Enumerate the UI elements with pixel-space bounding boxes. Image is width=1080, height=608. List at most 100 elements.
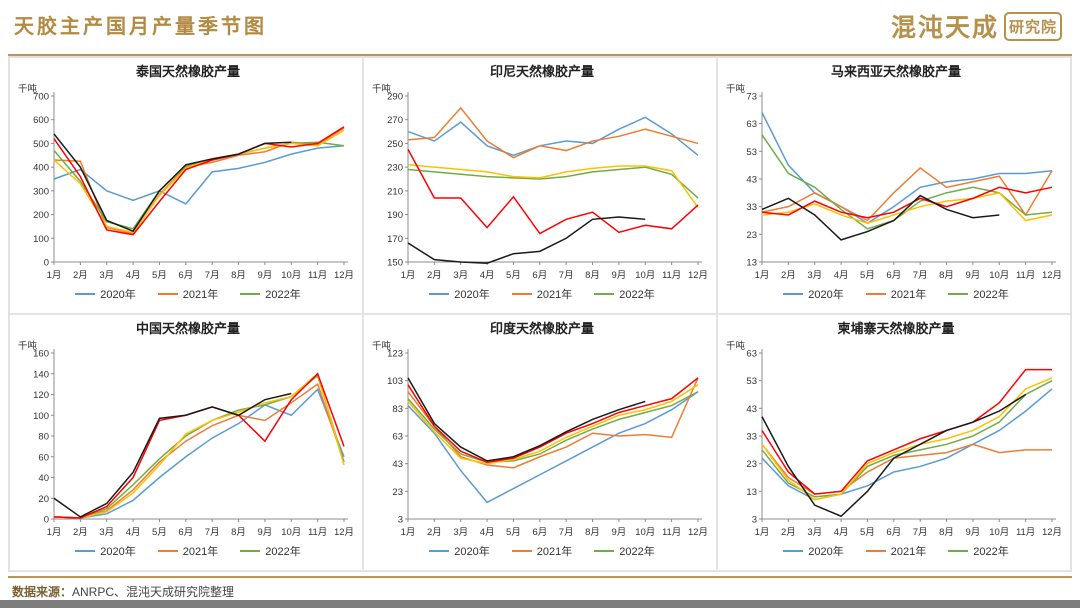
svg-text:3月: 3月 bbox=[453, 270, 468, 281]
svg-text:0: 0 bbox=[44, 515, 49, 526]
svg-text:4月: 4月 bbox=[126, 527, 141, 538]
svg-text:5月: 5月 bbox=[860, 270, 875, 281]
svg-text:3: 3 bbox=[398, 515, 403, 526]
svg-text:200: 200 bbox=[33, 210, 49, 221]
svg-text:11月: 11月 bbox=[662, 270, 681, 281]
svg-text:9月: 9月 bbox=[612, 270, 627, 281]
legend-item: 2022年 bbox=[948, 543, 1009, 559]
svg-text:43: 43 bbox=[746, 175, 757, 186]
svg-text:10月: 10月 bbox=[989, 527, 1009, 538]
svg-text:8月: 8月 bbox=[231, 270, 246, 281]
svg-text:6月: 6月 bbox=[532, 527, 547, 538]
svg-text:60: 60 bbox=[38, 452, 49, 463]
svg-text:80: 80 bbox=[38, 432, 49, 443]
svg-text:千吨: 千吨 bbox=[18, 340, 38, 352]
legend-item: 2020年 bbox=[429, 286, 490, 302]
svg-text:3月: 3月 bbox=[99, 527, 114, 538]
svg-text:20: 20 bbox=[38, 494, 49, 505]
svg-text:23: 23 bbox=[392, 487, 403, 498]
svg-text:3月: 3月 bbox=[807, 270, 822, 281]
svg-text:2月: 2月 bbox=[781, 270, 796, 281]
svg-text:210: 210 bbox=[387, 186, 403, 197]
svg-text:43: 43 bbox=[746, 404, 757, 415]
svg-text:500: 500 bbox=[33, 139, 49, 150]
svg-text:2月: 2月 bbox=[73, 527, 88, 538]
legend-item: 2021年 bbox=[511, 543, 572, 559]
svg-text:8月: 8月 bbox=[939, 270, 954, 281]
svg-text:83: 83 bbox=[392, 404, 403, 415]
svg-text:11月: 11月 bbox=[308, 270, 327, 281]
chart-title: 中国天然橡胶产量 bbox=[135, 321, 240, 336]
svg-text:11月: 11月 bbox=[1016, 527, 1035, 538]
svg-text:7月: 7月 bbox=[913, 270, 928, 281]
svg-text:150: 150 bbox=[387, 258, 403, 269]
svg-text:2月: 2月 bbox=[781, 527, 796, 538]
svg-text:12月: 12月 bbox=[334, 527, 354, 538]
svg-text:5月: 5月 bbox=[152, 527, 167, 538]
svg-text:4月: 4月 bbox=[834, 270, 849, 281]
chart-legend: 2020年 2021年 2022年 bbox=[16, 543, 360, 559]
svg-text:12月: 12月 bbox=[688, 270, 708, 281]
legend-item: 2021年 bbox=[157, 543, 218, 559]
svg-text:140: 140 bbox=[33, 369, 49, 380]
svg-text:53: 53 bbox=[746, 147, 757, 158]
svg-text:6月: 6月 bbox=[532, 270, 547, 281]
legend-item: 2020年 bbox=[429, 543, 490, 559]
svg-text:7月: 7月 bbox=[913, 527, 928, 538]
svg-text:8月: 8月 bbox=[231, 527, 246, 538]
svg-text:12月: 12月 bbox=[1042, 270, 1062, 281]
chart-legend: 2020年 2021年 2022年 bbox=[724, 543, 1068, 559]
chart-plot: 千吨 0 100 200 300 400 500 600 700 1月 2月 3月 4月 5月 6月 7月 8月… bbox=[16, 82, 360, 284]
svg-text:9月: 9月 bbox=[258, 527, 273, 538]
svg-text:1月: 1月 bbox=[47, 270, 62, 281]
svg-text:千吨: 千吨 bbox=[726, 83, 746, 95]
chart-plot: 千吨 3 13 23 33 43 53 63 1月 2月 3月 4月 5月 6月 7月 8月 9月 10月 11月 1… bbox=[724, 339, 1068, 541]
svg-text:73: 73 bbox=[746, 92, 757, 103]
svg-text:9月: 9月 bbox=[966, 270, 981, 281]
chart-panel-indonesia: 印尼天然橡胶产量 千吨 150 170 190 210 230 250 270 290 1月 2月 3… bbox=[363, 57, 717, 314]
svg-text:43: 43 bbox=[392, 459, 403, 470]
chart-panel-cambodia: 柬埔寨天然橡胶产量 千吨 3 13 23 33 43 53 63 1月 2月 3月 4月 5月 6月 7月 8… bbox=[717, 314, 1071, 571]
legend-item: 2022年 bbox=[240, 286, 301, 302]
svg-text:8月: 8月 bbox=[939, 527, 954, 538]
svg-text:4月: 4月 bbox=[480, 527, 495, 538]
legend-item: 2020年 bbox=[783, 543, 844, 559]
svg-text:10月: 10月 bbox=[281, 270, 301, 281]
svg-text:8月: 8月 bbox=[585, 527, 600, 538]
svg-text:5月: 5月 bbox=[506, 270, 521, 281]
svg-text:600: 600 bbox=[33, 115, 49, 126]
svg-text:53: 53 bbox=[746, 376, 757, 387]
svg-text:11月: 11月 bbox=[308, 527, 327, 538]
chart-title: 泰国天然橡胶产量 bbox=[135, 64, 240, 79]
svg-text:10月: 10月 bbox=[635, 527, 655, 538]
legend-item: 2021年 bbox=[865, 286, 926, 302]
chart-title: 印度天然橡胶产量 bbox=[489, 321, 594, 336]
svg-text:63: 63 bbox=[392, 432, 403, 443]
svg-text:103: 103 bbox=[387, 376, 403, 387]
svg-text:5月: 5月 bbox=[506, 527, 521, 538]
svg-text:230: 230 bbox=[387, 163, 403, 174]
svg-text:7月: 7月 bbox=[559, 527, 574, 538]
svg-text:2月: 2月 bbox=[427, 270, 442, 281]
svg-text:13: 13 bbox=[746, 258, 757, 269]
svg-text:4月: 4月 bbox=[480, 270, 495, 281]
legend-item: 2020年 bbox=[783, 286, 844, 302]
svg-text:千吨: 千吨 bbox=[372, 83, 392, 95]
svg-text:7月: 7月 bbox=[205, 270, 220, 281]
svg-text:120: 120 bbox=[33, 390, 49, 401]
svg-text:63: 63 bbox=[746, 119, 757, 130]
source-label: 数据来源： bbox=[12, 585, 73, 599]
svg-text:400: 400 bbox=[33, 163, 49, 174]
svg-text:12月: 12月 bbox=[334, 270, 354, 281]
logo-wordmark: 混沌天成 bbox=[890, 15, 999, 42]
header-divider bbox=[8, 54, 1072, 56]
svg-text:13: 13 bbox=[746, 487, 757, 498]
chart-panel-thailand: 泰国天然橡胶产量 千吨 0 100 200 300 400 500 600 700 1月 2月 3月 4… bbox=[9, 57, 363, 314]
logo-seal-badge: 研究院 bbox=[1003, 11, 1062, 41]
svg-text:12月: 12月 bbox=[688, 527, 708, 538]
chart-title: 马来西亚天然橡胶产量 bbox=[830, 64, 961, 79]
legend-item: 2022年 bbox=[594, 286, 655, 302]
svg-text:5月: 5月 bbox=[860, 527, 875, 538]
svg-text:9月: 9月 bbox=[258, 270, 273, 281]
svg-text:3: 3 bbox=[752, 515, 757, 526]
